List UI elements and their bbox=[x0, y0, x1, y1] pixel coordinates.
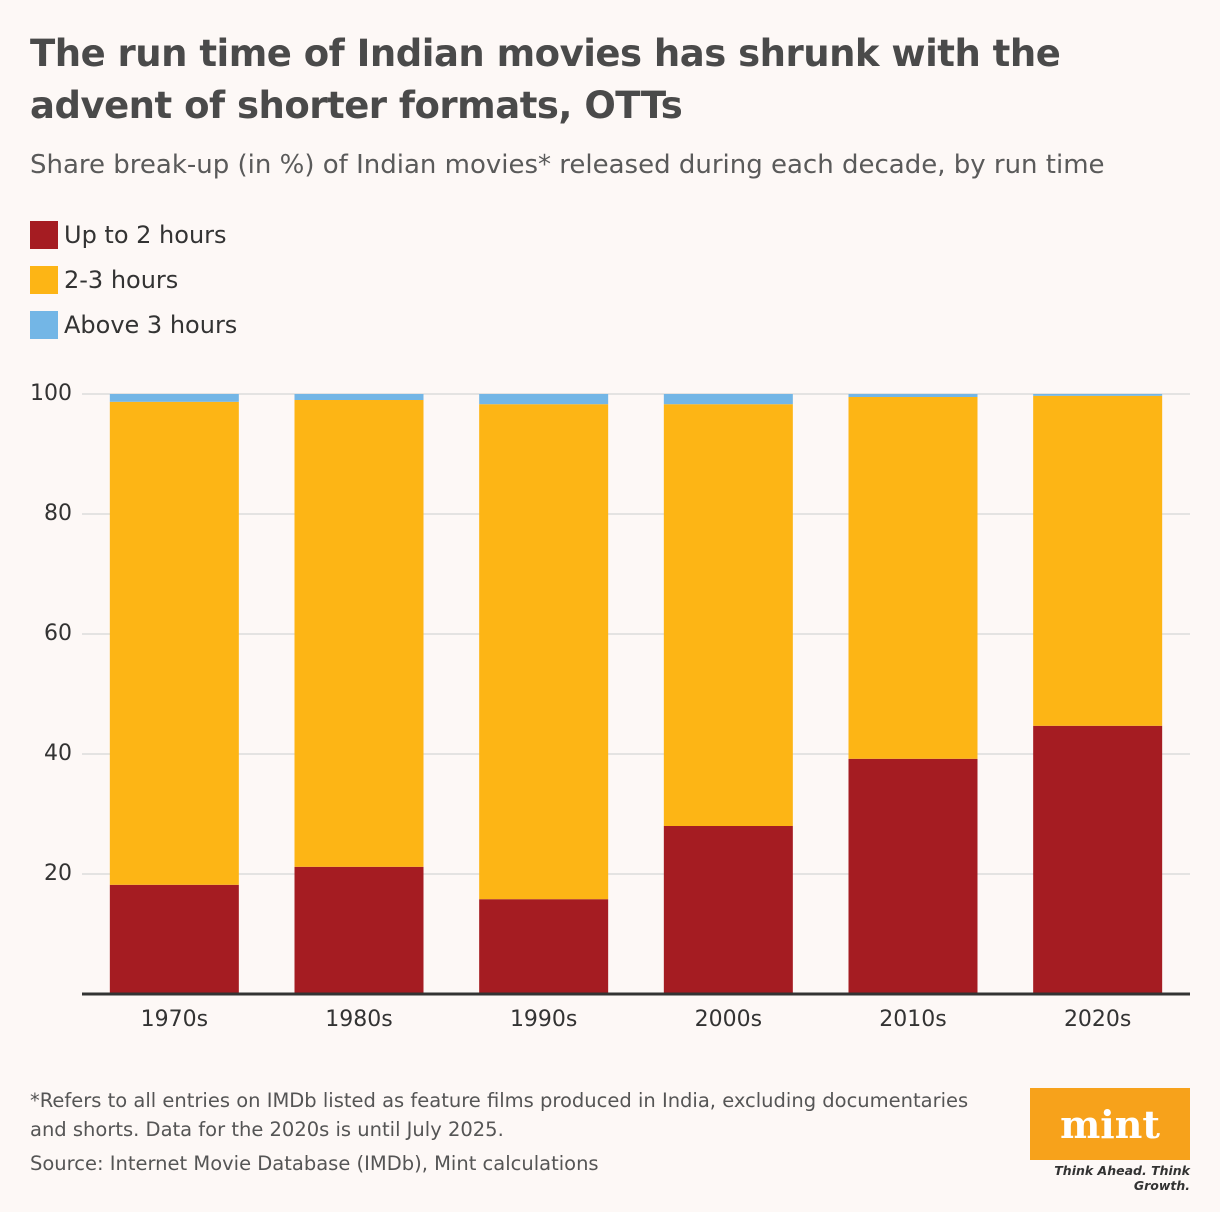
bar-segment bbox=[663, 404, 793, 826]
legend-item: Up to 2 hours bbox=[30, 212, 237, 257]
chart-title: The run time of Indian movies has shrunk… bbox=[30, 32, 1061, 127]
legend-swatch bbox=[30, 220, 58, 249]
logo-tagline: Think Ahead. Think Growth. bbox=[1054, 1163, 1190, 1193]
x-tick-label: 2010s bbox=[879, 1007, 946, 1032]
chart-subtitle: Share break-up (in %) of Indian movies* … bbox=[30, 150, 1105, 180]
bar-segment bbox=[848, 397, 978, 759]
bar-segment bbox=[663, 826, 793, 994]
x-tick-label: 2020s bbox=[1064, 1007, 1131, 1032]
legend-label: Up to 2 hours bbox=[64, 220, 227, 249]
legend-item: 2-3 hours bbox=[30, 257, 237, 302]
bar-segment bbox=[1033, 394, 1163, 396]
bar-segment bbox=[294, 394, 424, 400]
bar-segment bbox=[848, 758, 978, 994]
y-tick-label: 100 bbox=[30, 381, 72, 406]
x-tick-label: 1970s bbox=[141, 1007, 208, 1032]
x-tick-label: 2000s bbox=[695, 1007, 762, 1032]
bar-segment bbox=[294, 866, 424, 994]
legend-item: Above 3 hours bbox=[30, 302, 237, 347]
bar-segment bbox=[109, 884, 239, 994]
logo: mint bbox=[1030, 1088, 1190, 1160]
bar-segment bbox=[479, 899, 609, 994]
footnote: *Refers to all entries on IMDb listed as… bbox=[30, 1089, 969, 1141]
bar-segment bbox=[663, 394, 793, 405]
bar-segment bbox=[1033, 725, 1163, 994]
legend: Up to 2 hours 2-3 hours Above 3 hours bbox=[30, 212, 237, 347]
chart: 20 40 60 80 100 1970s 1980s 1990s 2000s 2010s 2020… bbox=[30, 381, 1190, 1032]
bar-segment bbox=[109, 394, 239, 402]
bar-segment bbox=[479, 404, 609, 900]
x-tick-label: 1990s bbox=[510, 1007, 577, 1032]
bar-segment bbox=[1033, 395, 1163, 726]
y-tick-label: 60 bbox=[44, 621, 72, 646]
x-tick-label: 1980s bbox=[325, 1007, 392, 1032]
y-tick-label: 40 bbox=[44, 741, 72, 766]
legend-swatch bbox=[30, 310, 58, 339]
legend-label: Above 3 hours bbox=[64, 310, 238, 339]
source: Source: Internet Movie Database (IMDb), … bbox=[30, 1152, 599, 1175]
y-tick-label: 20 bbox=[44, 861, 72, 886]
bar-segment bbox=[848, 394, 978, 397]
legend-label: 2-3 hours bbox=[64, 265, 179, 294]
bar-segment bbox=[109, 401, 239, 885]
legend-swatch bbox=[30, 265, 58, 294]
bar-segment bbox=[294, 400, 424, 867]
y-tick-label: 80 bbox=[44, 501, 72, 526]
bar-segment bbox=[479, 394, 609, 405]
